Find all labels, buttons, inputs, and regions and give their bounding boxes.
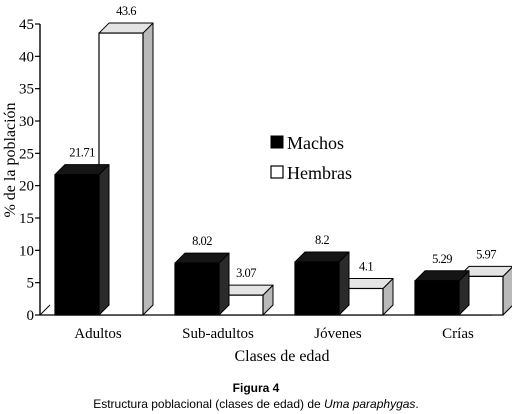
- bar-machos-side: [218, 252, 230, 316]
- bar-machos-front: [174, 262, 220, 316]
- data-label-machos: 8.02: [192, 234, 212, 248]
- bar-machos: [294, 251, 350, 316]
- bar-hembras: [218, 284, 274, 316]
- caption-text: Estructura poblacional (clases de edad) …: [93, 397, 325, 411]
- figure-label: Figura 4: [232, 381, 280, 395]
- y-tick-label: 15: [19, 211, 34, 227]
- bar-machos-top: [414, 270, 470, 282]
- data-label-hembras: 5.97: [476, 247, 496, 261]
- chart-bars: [54, 22, 512, 316]
- caption-end: .: [415, 397, 419, 411]
- bar-machos-top: [54, 164, 110, 176]
- x-tick-label: Crías: [442, 326, 474, 342]
- legend-label-hembras: Hembras: [287, 163, 352, 183]
- x-tick-label: Jóvenes: [314, 326, 362, 342]
- legend-swatch-machos: [270, 135, 284, 149]
- legend-label-machos: Machos: [287, 133, 344, 153]
- y-tick-label: 30: [19, 114, 34, 130]
- bar-machos-side: [338, 251, 350, 316]
- bar-hembras-side: [142, 22, 154, 316]
- chart-axes: 0 5 10 15 20 25 30 35 40 45: [19, 17, 492, 324]
- y-axis-title: % de la población: [2, 102, 19, 217]
- y-tick-label: 35: [19, 82, 34, 98]
- data-label-hembras: 4.1: [359, 259, 373, 273]
- x-tick-label: Adultos: [74, 326, 122, 342]
- legend: Machos Hembras: [270, 133, 352, 183]
- legend-swatch-hembras: [270, 165, 284, 179]
- caption-species: Uma paraphygas: [324, 397, 416, 411]
- bar-machos-side: [98, 164, 110, 316]
- data-label-hembras: 3.07: [236, 266, 256, 280]
- y-tick-label: 45: [19, 17, 34, 33]
- x-tick-label: Sub-adultos: [182, 326, 254, 342]
- bar-machos-front: [54, 174, 100, 316]
- bar-machos-front: [294, 261, 340, 316]
- y-tick-label: 25: [19, 146, 34, 162]
- bar-chart: 0 5 10 15 20 25 30 35 40 45 Adultos Sub-adultos Jóv…: [2, 4, 512, 365]
- x-axis-depth-line: [39, 304, 51, 316]
- y-tick-label: 40: [19, 49, 34, 65]
- bar-machos-front: [414, 280, 460, 316]
- bar-hembras-top: [98, 22, 154, 34]
- bar-machos-top: [294, 251, 350, 263]
- y-tick-label: 0: [27, 308, 35, 324]
- data-label-machos: 5.29: [432, 252, 452, 266]
- data-label-machos: 21.71: [69, 146, 95, 160]
- y-tick-label: 10: [19, 243, 34, 259]
- y-tick-label: 5: [27, 276, 35, 292]
- data-label-machos: 8.2: [315, 233, 329, 247]
- bar-machos: [414, 270, 470, 316]
- figure-caption: Estructura poblacional (clases de edad) …: [0, 397, 512, 411]
- data-label-hembras: 43.6: [116, 4, 136, 18]
- bar-machos-top: [174, 252, 230, 264]
- x-axis-title: Clases de edad: [234, 348, 329, 365]
- bar-machos: [174, 252, 230, 316]
- chart-labels: Adultos Sub-adultos Jóvenes Crías 21.71 43.6 8…: [69, 4, 497, 342]
- bar-machos: [54, 164, 110, 316]
- y-tick-label: 20: [19, 179, 34, 195]
